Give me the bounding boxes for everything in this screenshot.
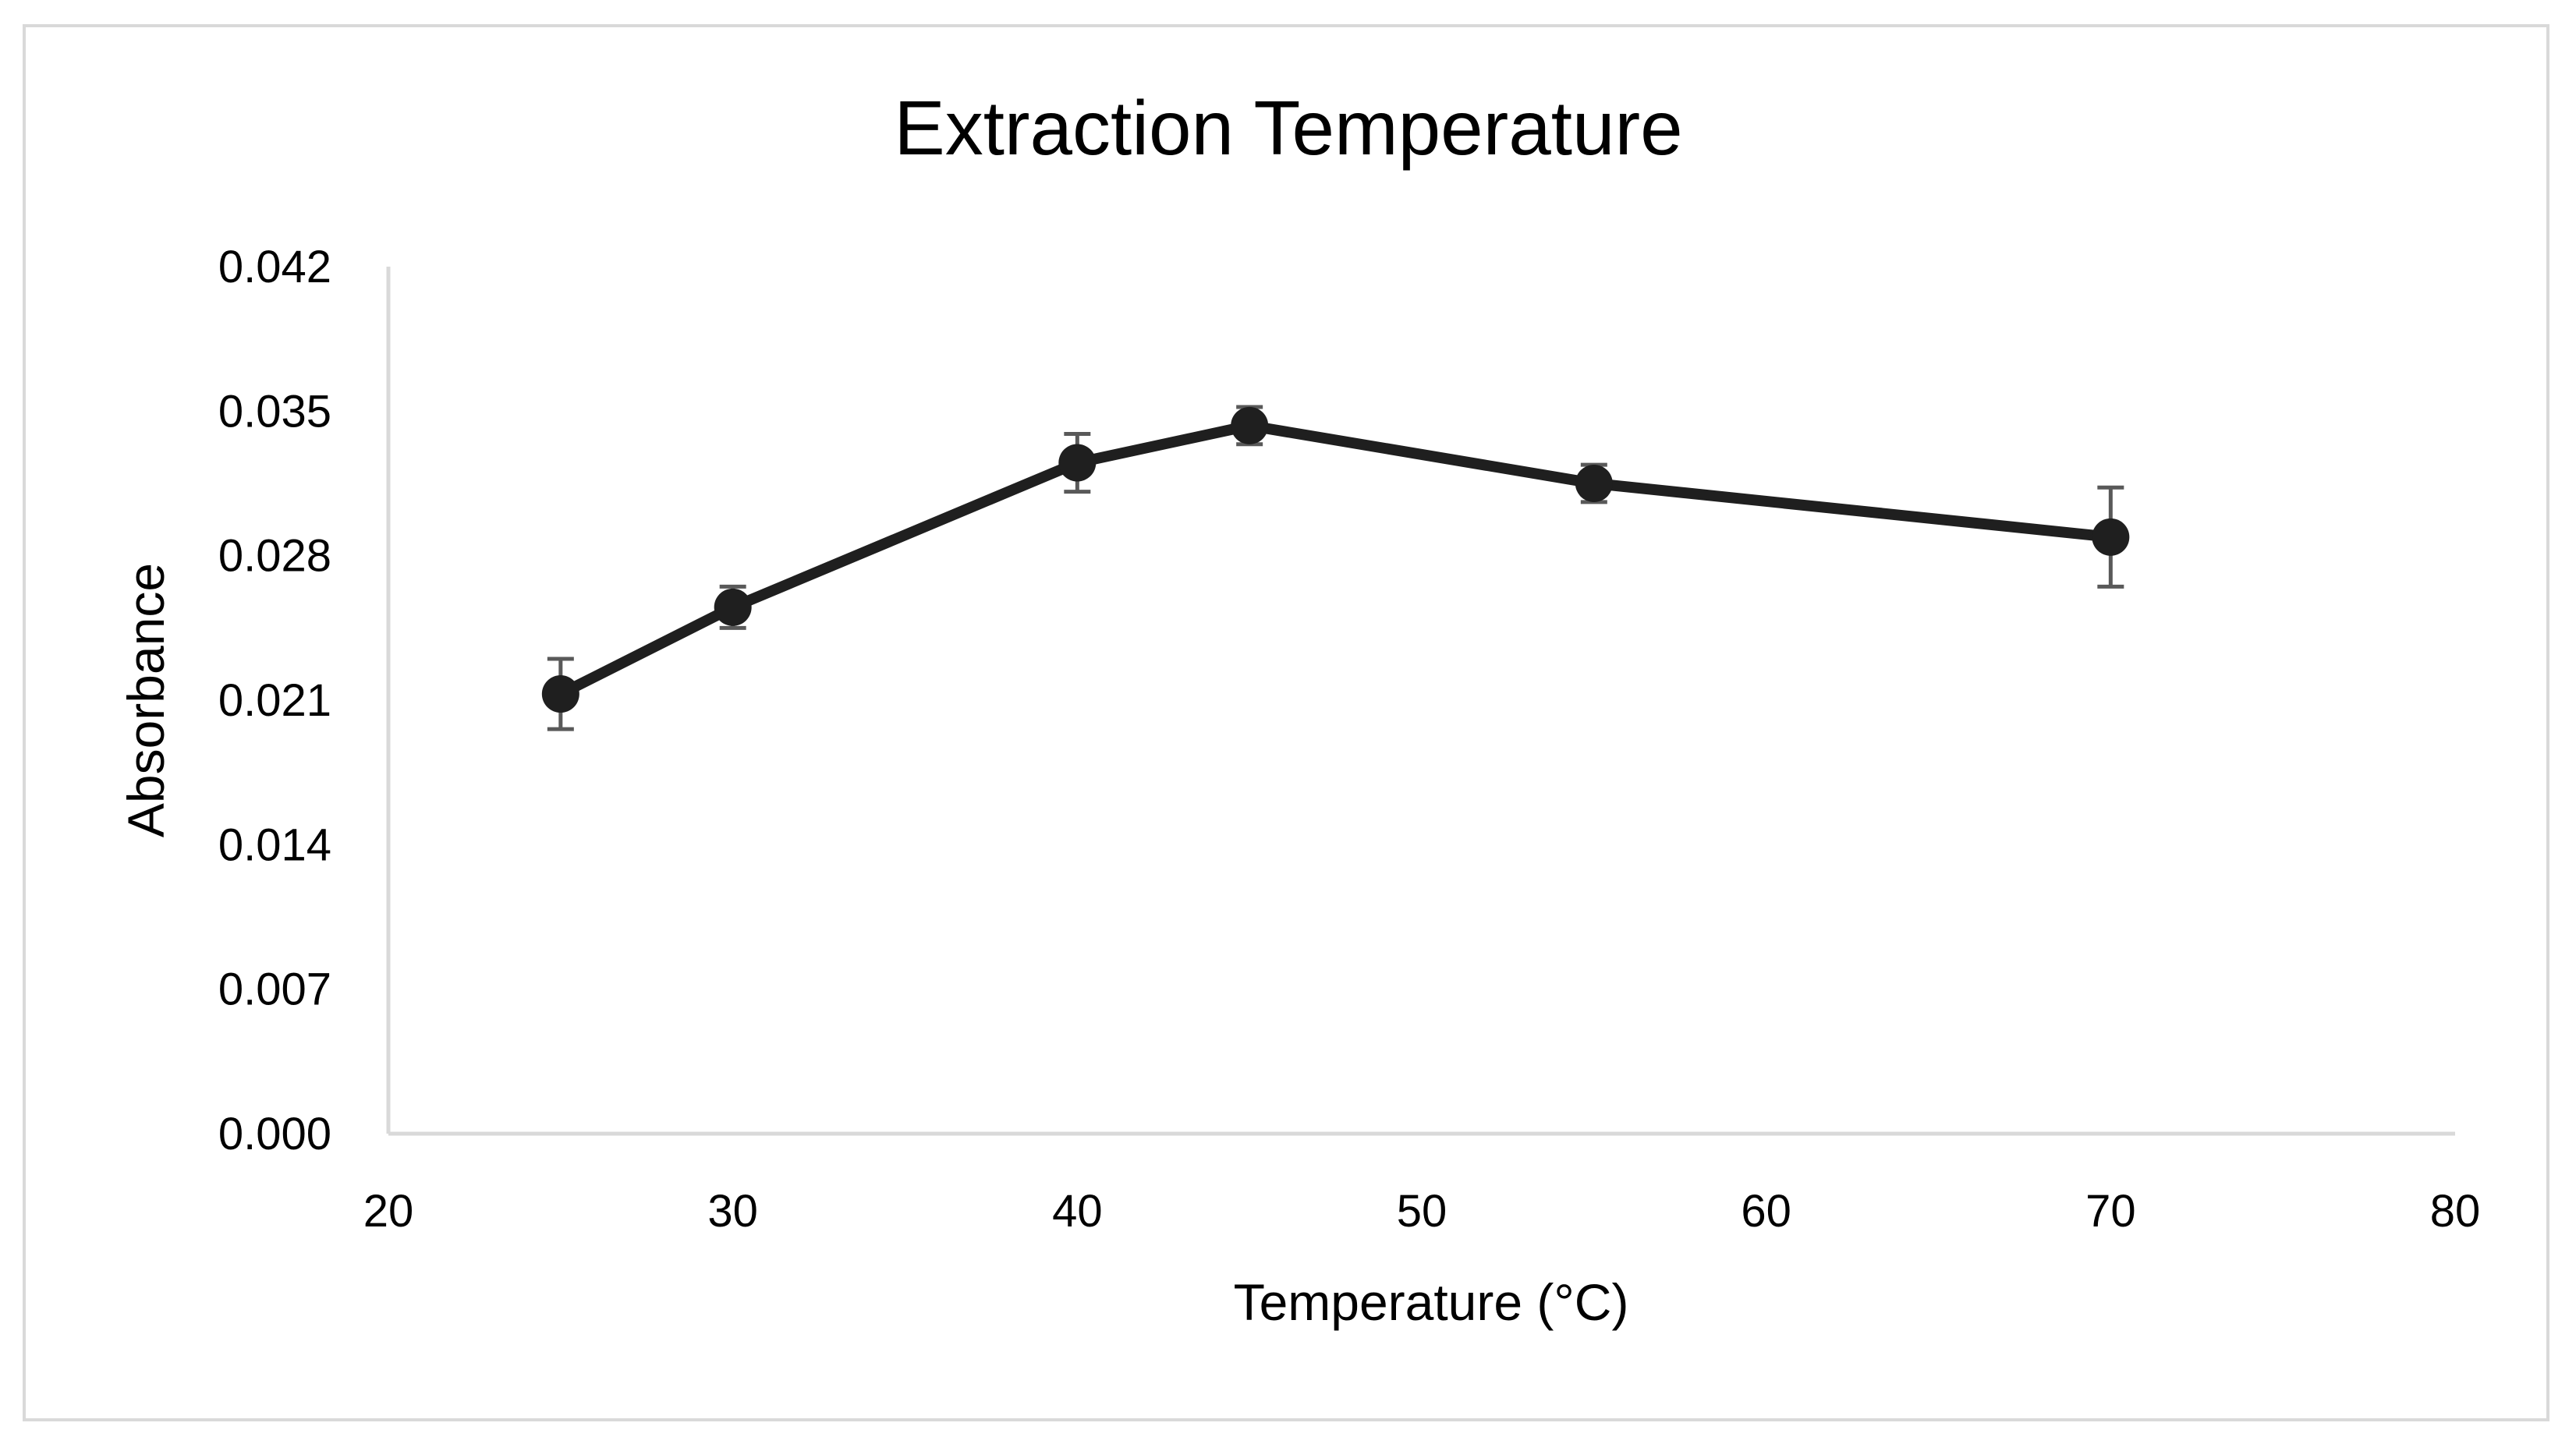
- x-tick-label: 50: [1397, 1186, 1447, 1237]
- data-point: [541, 675, 579, 713]
- y-tick-label: 0.007: [218, 964, 331, 1015]
- y-tick-labels: 0.000 0.007 0.014 0.021 0.028 0.035 0.042: [218, 242, 331, 1159]
- x-tick-label: 80: [2430, 1186, 2481, 1237]
- axes: [386, 267, 2455, 1136]
- x-tick-label: 70: [2085, 1186, 2136, 1237]
- chart-title: Extraction Temperature: [894, 85, 1682, 171]
- data-point: [1575, 465, 1613, 502]
- y-axis-title: Absorbance: [117, 563, 175, 837]
- x-tick-label: 40: [1052, 1186, 1103, 1237]
- x-tick-label: 20: [363, 1186, 414, 1237]
- y-tick-label: 0.035: [218, 386, 331, 437]
- data-points: [541, 406, 2130, 713]
- chart-frame: [23, 24, 2549, 1421]
- data-point: [1058, 444, 1097, 482]
- x-tick-label: 60: [1741, 1186, 1791, 1237]
- data-point: [714, 588, 752, 626]
- y-tick-label: 0.000: [218, 1109, 331, 1159]
- y-tick-label: 0.021: [218, 675, 331, 726]
- data-point: [2092, 518, 2130, 556]
- x-tick-label: 30: [707, 1186, 758, 1237]
- series-lines: [555, 419, 2117, 700]
- x-tick-labels: 20 30 40 50 60 70 80: [363, 1186, 2481, 1237]
- y-tick-label: 0.028: [218, 531, 331, 582]
- y-tick-label: 0.014: [218, 819, 331, 870]
- x-axis-title: Temperature (°C): [1234, 1273, 1629, 1331]
- series-line: [555, 419, 2117, 700]
- y-tick-label: 0.042: [218, 242, 331, 292]
- error-bars: [547, 405, 2124, 731]
- data-point: [1231, 406, 1269, 444]
